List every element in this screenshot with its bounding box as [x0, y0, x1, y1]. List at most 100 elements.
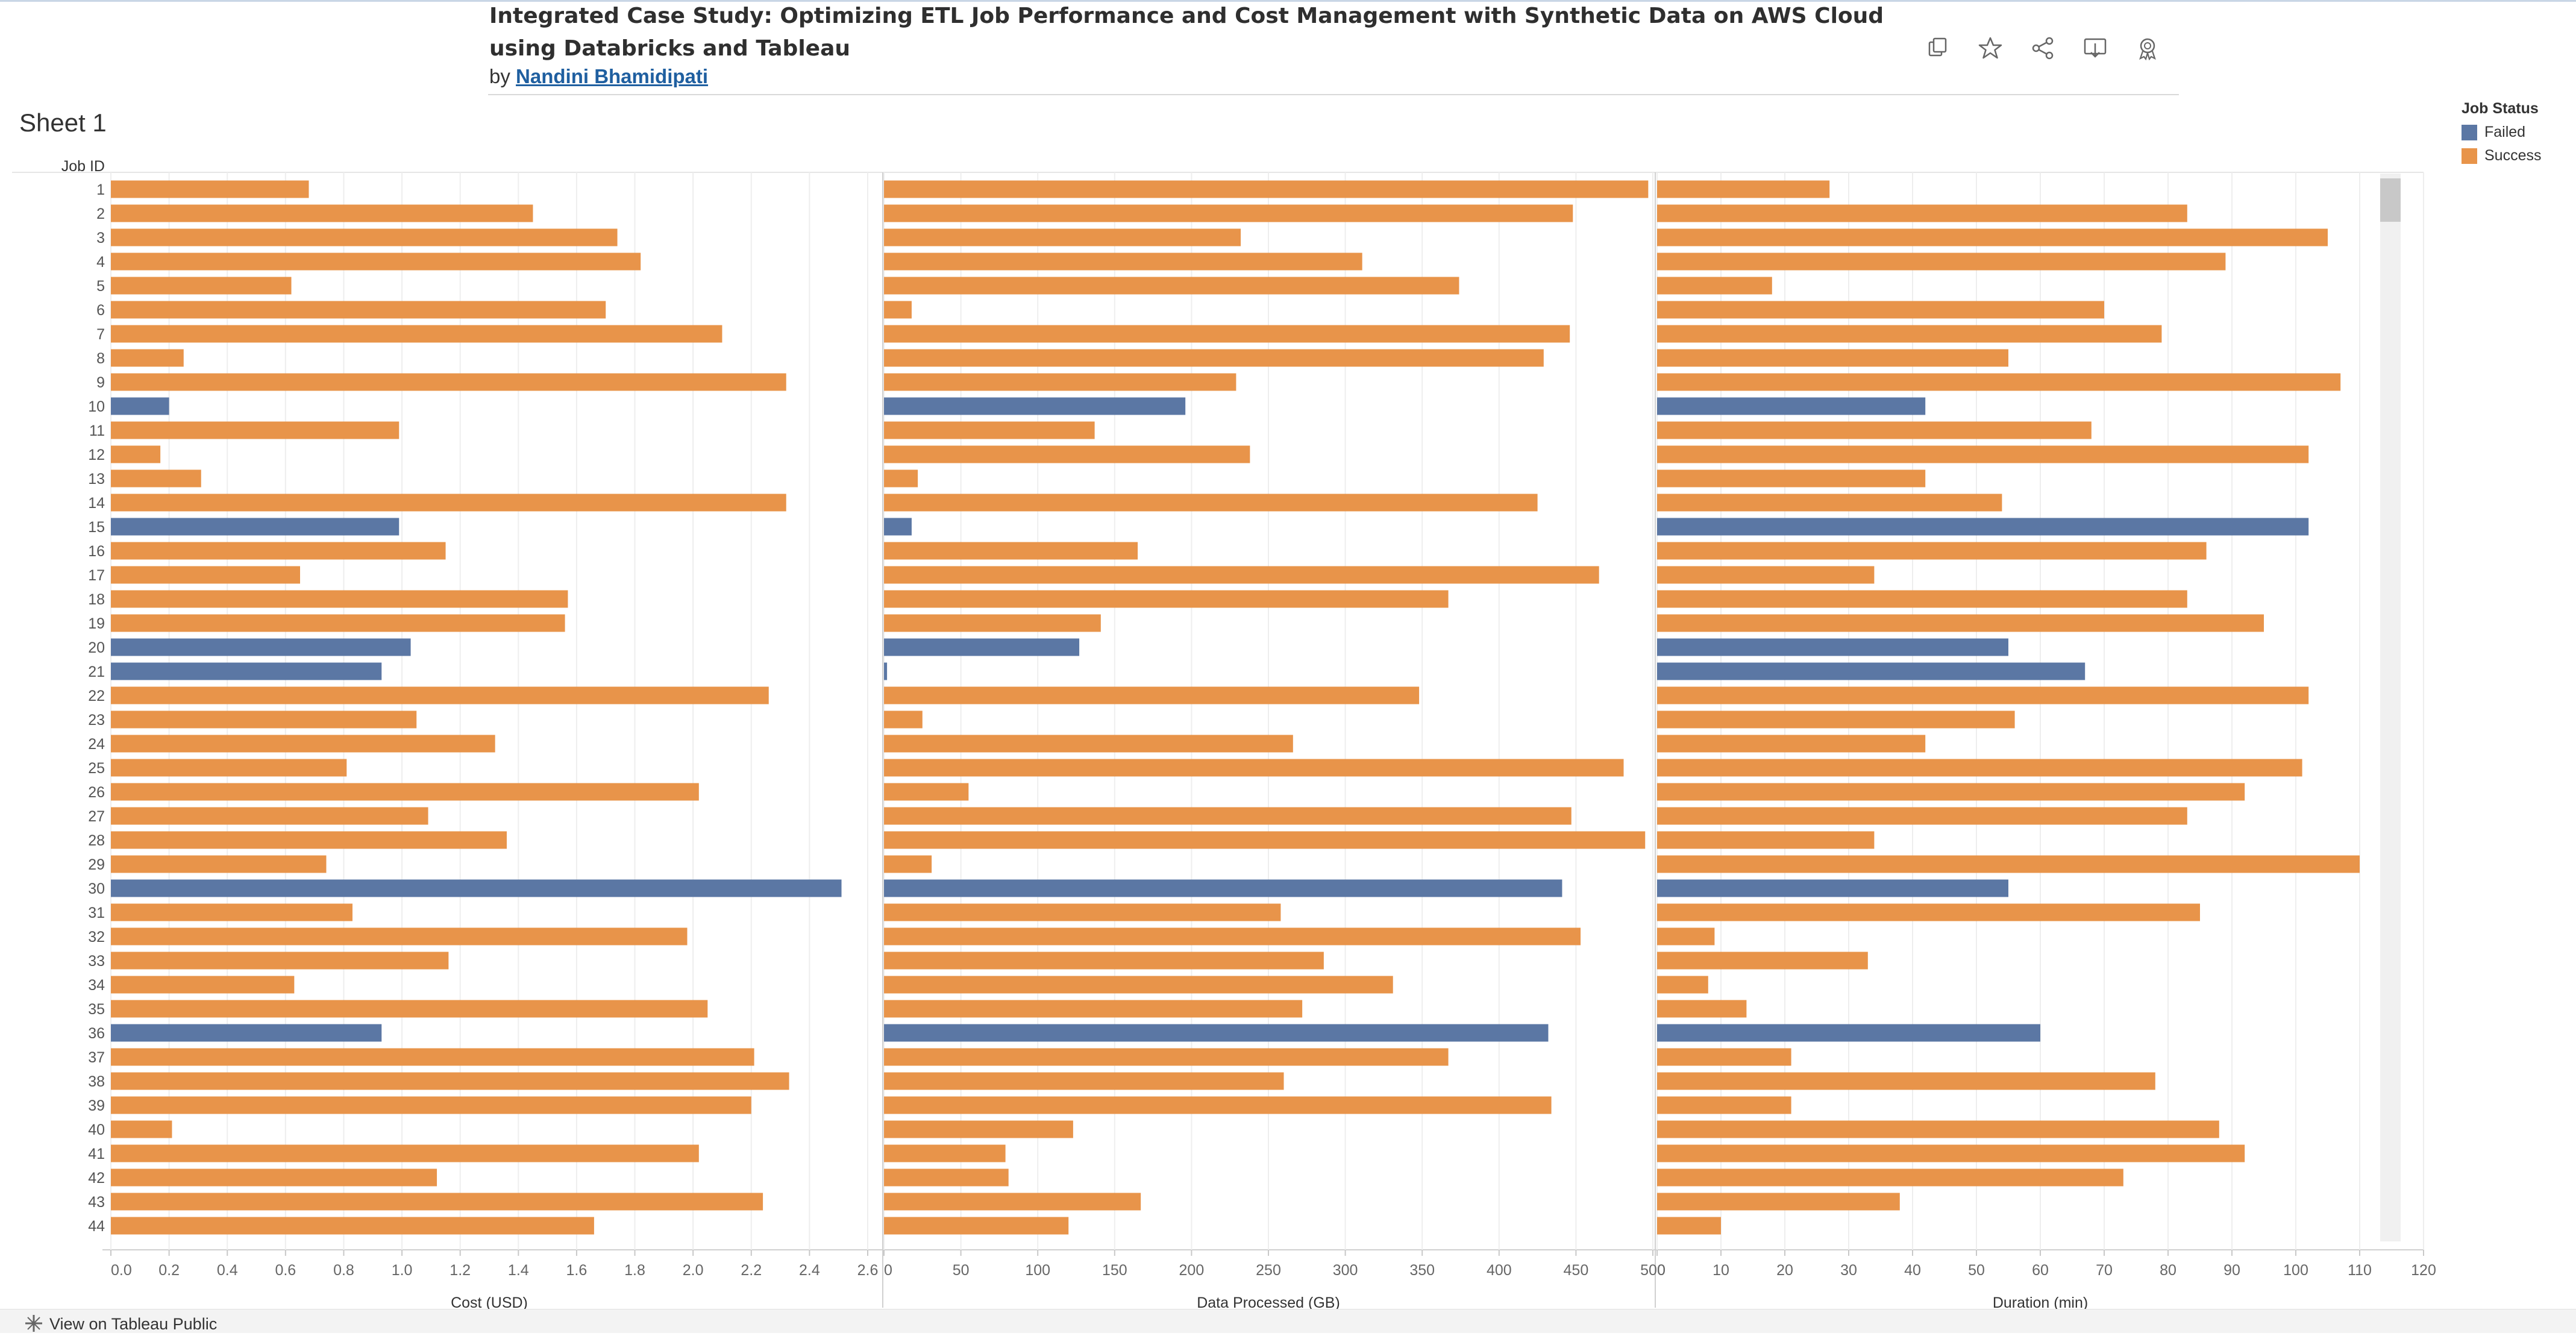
author-link[interactable]: Nandini Bhamidipati — [516, 65, 709, 87]
bar-success — [1657, 349, 2008, 367]
bar-success — [1657, 421, 2092, 439]
x-tick-label: 100 — [2283, 1262, 2308, 1279]
bar-success — [884, 494, 1538, 512]
job-id-label: 38 — [88, 1073, 105, 1090]
badge-icon[interactable] — [2131, 31, 2164, 65]
legend-item-success[interactable]: Success — [2462, 147, 2541, 165]
bar-success — [111, 1120, 172, 1138]
bar-success — [111, 542, 446, 560]
legend-swatch-failed — [2462, 124, 2477, 140]
bar-success — [884, 1048, 1449, 1066]
x-tick-label: 70 — [2096, 1262, 2113, 1279]
bar-success — [1657, 469, 1926, 488]
bar-success — [111, 614, 565, 632]
job-id-label: 22 — [88, 688, 105, 704]
x-axis-label: Cost (USD) — [451, 1294, 528, 1311]
x-tick-label: 120 — [2411, 1262, 2436, 1279]
legend-item-failed[interactable]: Failed — [2462, 124, 2541, 141]
top-accent-line — [0, 0, 2576, 2]
bar-success — [1657, 1096, 1791, 1114]
bar-success — [111, 325, 722, 343]
bar-success — [1657, 1048, 1791, 1066]
bar-success — [111, 686, 769, 704]
by-label: by — [489, 65, 510, 87]
bar-success — [884, 903, 1281, 921]
bar-success — [111, 301, 606, 319]
job-id-label: 13 — [88, 471, 105, 488]
bar-success — [1657, 228, 2328, 246]
bar-success — [111, 735, 495, 753]
job-id-label: 35 — [88, 1001, 105, 1018]
bar-success — [111, 783, 699, 801]
tableau-logo-icon — [24, 1314, 43, 1336]
bar-success — [1657, 566, 1875, 584]
bar-success — [1657, 783, 2245, 801]
bar-success — [884, 180, 1649, 198]
job-id-label: 7 — [96, 326, 105, 343]
bar-success — [1657, 1072, 2155, 1090]
bar-success — [1657, 542, 2207, 560]
bar-success — [1657, 1000, 1747, 1018]
share-icon[interactable] — [2026, 31, 2060, 65]
x-tick-label: 0.2 — [158, 1262, 180, 1279]
x-tick-label: 110 — [2348, 1262, 2372, 1279]
bar-success — [1657, 277, 1772, 295]
job-id-label: 23 — [88, 712, 105, 729]
x-tick-label: 40 — [1904, 1262, 1921, 1279]
bar-failed — [1657, 397, 1926, 415]
bar-success — [884, 710, 923, 729]
x-tick-label: 2.2 — [741, 1262, 762, 1279]
x-tick-label: 50 — [1968, 1262, 1985, 1279]
bar-success — [1657, 445, 2309, 463]
bar-success — [884, 783, 969, 801]
x-tick-label: 1.8 — [624, 1262, 645, 1279]
x-tick-label: 1.4 — [508, 1262, 529, 1279]
bar-success — [884, 1217, 1069, 1235]
view-on-tableau-public-link[interactable]: View on Tableau Public — [49, 1315, 218, 1333]
scrollbar-thumb[interactable] — [2380, 178, 2401, 222]
bar-success — [884, 1144, 1006, 1162]
footer-bar — [0, 1309, 2576, 1333]
job-id-label: 28 — [88, 832, 105, 849]
bar-success — [111, 1144, 699, 1162]
x-tick-label: 100 — [1025, 1262, 1050, 1279]
bar-success — [884, 952, 1324, 970]
job-id-label: 12 — [88, 447, 105, 463]
legend-label-success: Success — [2484, 147, 2542, 164]
bar-success — [884, 252, 1362, 271]
job-id-label: 33 — [88, 953, 105, 970]
vertical-scrollbar[interactable] — [2380, 174, 2401, 1241]
bar-success — [1657, 590, 2187, 608]
x-tick-label: 0.6 — [275, 1262, 296, 1279]
bar-success — [884, 686, 1420, 704]
bar-success — [884, 1193, 1141, 1211]
job-id-label: 4 — [96, 254, 105, 271]
bar-success — [1657, 494, 2002, 512]
download-icon[interactable] — [2078, 31, 2112, 65]
bar-failed — [1657, 879, 2008, 897]
job-id-label: 25 — [88, 760, 105, 777]
x-tick-label: 1.0 — [392, 1262, 413, 1279]
x-tick-label: 350 — [1409, 1262, 1435, 1279]
bar-success — [1657, 759, 2302, 777]
bar-success — [884, 590, 1449, 608]
job-id-label: 44 — [88, 1218, 105, 1235]
bar-success — [884, 1168, 1009, 1187]
copy-icon[interactable] — [1921, 31, 1955, 65]
bar-success — [1657, 831, 1875, 849]
bar-success — [1657, 614, 2264, 632]
bar-success — [111, 1217, 594, 1235]
bar-success — [1657, 710, 2015, 729]
sheet-title: Sheet 1 — [19, 108, 107, 137]
bar-success — [884, 807, 1572, 825]
bar-failed — [111, 1024, 382, 1042]
bar-success — [111, 494, 786, 512]
job-id-label: 11 — [89, 422, 105, 439]
bar-success — [1657, 1217, 1721, 1235]
star-icon[interactable] — [1973, 31, 2007, 65]
x-axis-label: Duration (min) — [1993, 1294, 2088, 1311]
bar-success — [111, 855, 327, 873]
bar-success — [111, 421, 400, 439]
bar-success — [1657, 1144, 2245, 1162]
bar-success — [1657, 952, 1868, 970]
